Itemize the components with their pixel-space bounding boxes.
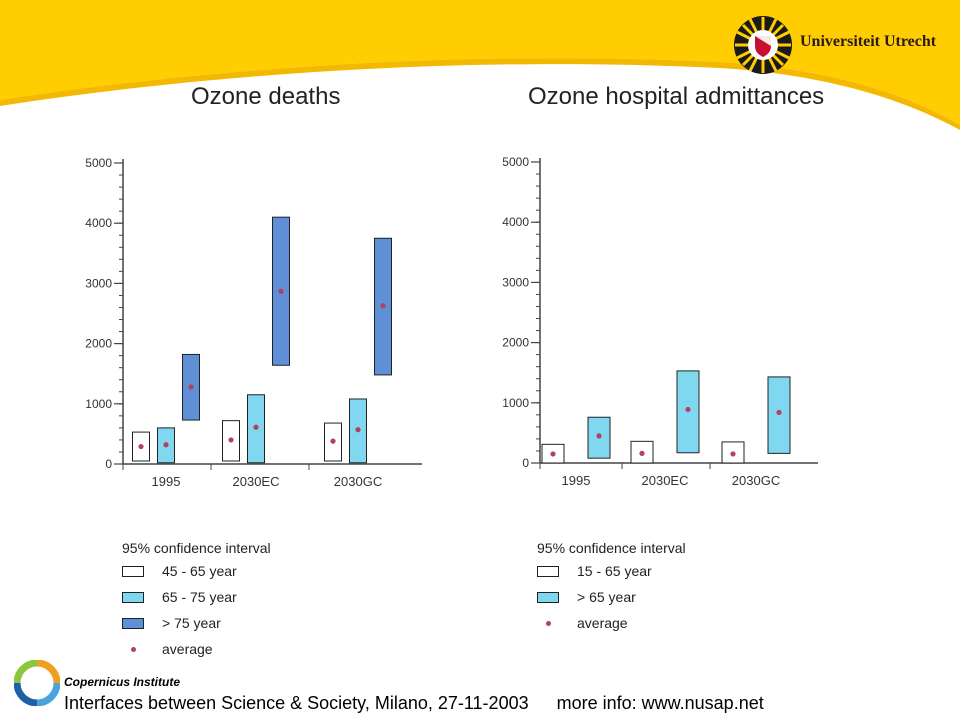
footer-text: Interfaces between Science & Society, Mi… [64,693,764,714]
y-tick-label: 0 [105,457,112,471]
average-point [278,288,284,294]
legend-swatch [122,565,144,577]
legend-title: 95% confidence interval [122,540,271,556]
average-point [163,442,169,448]
x-tick-label: 2030GC [334,474,382,489]
legend-deaths: 95% confidence interval 45 - 65 year 65 … [122,538,271,662]
y-tick-label: 1000 [85,397,112,411]
legend-label: 65 - 75 year [162,589,237,605]
more-info-link[interactable]: more info: www.nusap.net [556,693,764,713]
ozone-admittances-chart: 0 1000 2000 3000 4000 5000 1995 2030EC 2030GC [502,155,818,488]
chart-title-deaths: Ozone deaths [191,83,341,110]
average-point [330,438,336,444]
legend-item: 65 - 75 year [122,584,271,610]
legend-average-dot [537,618,559,629]
average-point [685,406,691,413]
y-tick-label: 5000 [85,156,112,170]
legend-label: > 75 year [162,615,221,631]
legend-label: > 65 year [577,589,636,605]
legend-swatch [122,617,144,629]
average-point [253,424,259,430]
x-tick-label: 1995 [152,474,181,489]
event-text: Interfaces between Science & Society, Mi… [64,693,529,713]
average-point [730,451,736,457]
legend-item: 15 - 65 year [537,558,686,584]
y-tick-label: 2000 [85,337,112,351]
y-tick-label: 4000 [85,216,112,230]
chart-title-admittances: Ozone hospital admittances [528,83,825,110]
legend-swatch [537,565,559,577]
average-point [355,427,361,433]
y-tick-label: 2000 [502,336,529,350]
university-name: Universiteit Utrecht [800,33,937,50]
legend-label: 45 - 65 year [162,563,237,579]
legend-label: 15 - 65 year [577,563,652,579]
university-seal-logo [734,16,792,74]
legend-average-dot [122,644,144,655]
average-point [380,303,386,309]
average-point [776,409,782,416]
legend-swatch [537,591,559,603]
legend-item: > 65 year [537,584,686,610]
y-tick-label: 5000 [502,155,529,169]
legend-label: average [162,641,213,657]
legend-item: 45 - 65 year [122,558,271,584]
y-tick-label: 3000 [85,276,112,290]
average-point [138,443,144,450]
average-point [228,437,234,443]
x-tick-label: 1995 [562,473,591,488]
legend-item: > 75 year [122,610,271,636]
copernicus-logo-icon [14,660,60,706]
legend-item: average [122,636,271,662]
legend-item: average [537,610,686,636]
x-tick-label: 2030EC [642,473,689,488]
x-tick-label: 2030EC [233,474,280,489]
average-point [188,384,194,390]
average-point [550,451,556,457]
x-tick-label: 2030GC [732,473,780,488]
ozone-deaths-chart: 0 1000 2000 3000 4000 5000 1995 2030EC 2030GC [85,156,422,489]
legend-admittances: 95% confidence interval 15 - 65 year > 6… [537,538,686,636]
y-tick-label: 1000 [502,396,529,410]
legend-label: average [577,615,628,631]
average-point [639,450,645,456]
y-tick-label: 4000 [502,215,529,229]
institute-name: Copernicus Institute [64,675,181,689]
confidence-bar [767,376,791,454]
legend-title: 95% confidence interval [537,540,686,556]
y-tick-label: 3000 [502,275,529,289]
average-point [596,433,602,439]
legend-swatch [122,591,144,603]
y-tick-label: 0 [522,456,529,470]
